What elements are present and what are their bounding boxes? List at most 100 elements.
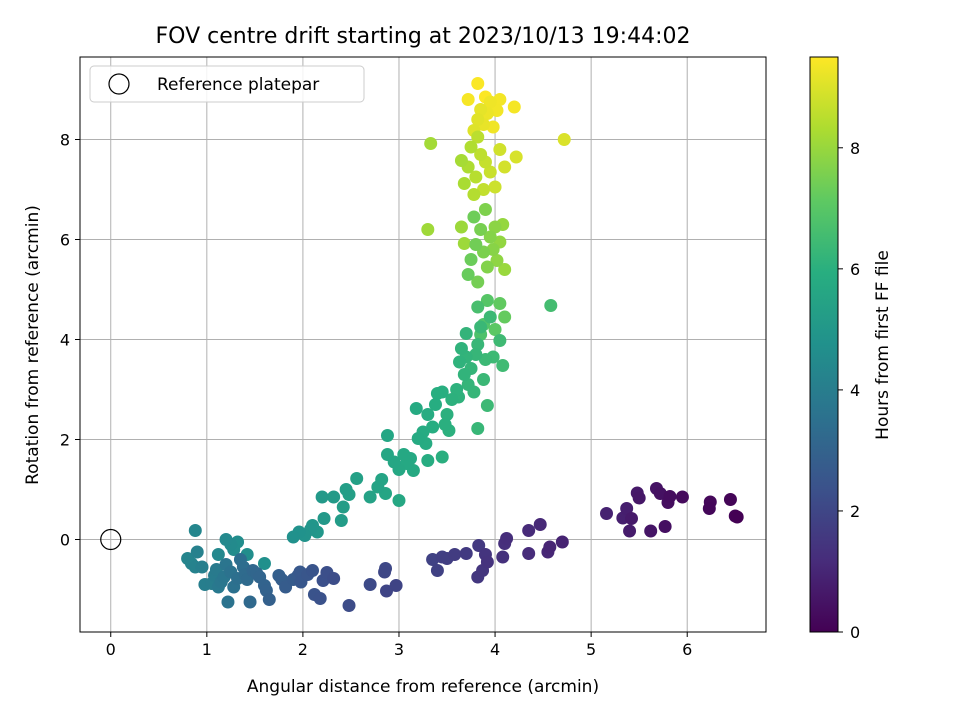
y-tick-label: 8 [60, 131, 70, 150]
data-point [469, 238, 483, 251]
data-point [557, 133, 571, 146]
data-point [454, 154, 468, 167]
data-point [480, 555, 494, 569]
data-point [221, 595, 235, 609]
x-axis-label: Angular distance from reference (arcmin) [247, 677, 599, 697]
x-tick-label: 0 [106, 640, 116, 659]
chart-title: FOV centre drift starting at 2023/10/13 … [156, 24, 691, 49]
x-tick-label: 6 [682, 640, 692, 659]
data-point [477, 183, 491, 196]
data-point [488, 180, 502, 194]
data-point [334, 514, 348, 527]
data-point [644, 524, 658, 538]
data-point [474, 320, 488, 334]
data-point [469, 170, 483, 184]
data-point [424, 137, 438, 150]
y-tick-label: 0 [60, 531, 70, 550]
data-point [543, 540, 557, 554]
data-points [100, 77, 744, 612]
data-point [454, 220, 468, 234]
data-point [496, 359, 510, 372]
data-point [428, 398, 442, 411]
data-point [471, 338, 485, 351]
data-point [471, 275, 485, 289]
x-tick-label: 3 [394, 640, 404, 659]
colorbar-tick-label: 2 [850, 502, 860, 521]
y-axis-ticks: 0 2 4 6 8 [60, 131, 80, 550]
legend-marker-reference [108, 73, 130, 95]
data-point [522, 547, 536, 560]
data-point [498, 160, 512, 174]
data-point [478, 203, 492, 216]
data-point [461, 378, 475, 391]
y-tick-label: 6 [60, 231, 70, 250]
colorbar: 0 2 4 6 8 Hours from first FF file [809, 56, 893, 642]
legend-box [89, 65, 365, 103]
data-point [483, 230, 497, 244]
data-point [211, 548, 225, 561]
data-point [392, 494, 406, 507]
data-point [483, 95, 497, 109]
data-point [195, 560, 209, 574]
data-point [317, 512, 331, 525]
data-point [336, 500, 350, 514]
data-point [445, 393, 459, 406]
data-point [389, 579, 403, 592]
y-tick-label: 4 [60, 331, 70, 350]
data-point [350, 472, 364, 485]
data-point [730, 510, 744, 524]
data-point [430, 564, 444, 577]
data-point [243, 595, 257, 609]
data-point [474, 103, 488, 116]
data-point [342, 599, 356, 612]
data-point [493, 334, 507, 347]
data-point [438, 418, 452, 431]
data-point [313, 592, 327, 605]
data-point [498, 263, 512, 276]
colorbar-tick-label: 8 [850, 139, 860, 158]
data-point [464, 140, 478, 154]
data-point [544, 299, 558, 312]
data-point [500, 532, 514, 545]
data-point [339, 483, 353, 496]
data-point [467, 210, 481, 224]
data-point [509, 150, 523, 164]
colorbar-label: Hours from first FF file [873, 250, 893, 440]
data-point [555, 535, 569, 549]
data-point [471, 113, 485, 126]
data-point [378, 565, 392, 579]
data-point [472, 539, 486, 552]
x-axis-ticks: 0 1 2 3 4 5 6 [106, 632, 692, 659]
data-point [286, 530, 300, 544]
data-point [471, 130, 485, 144]
data-point [600, 507, 614, 520]
data-point [440, 408, 454, 421]
reference-platepar-marker [100, 528, 122, 551]
data-point [658, 520, 672, 533]
data-point [421, 408, 435, 421]
plot-frame [79, 56, 767, 633]
data-point [702, 502, 716, 515]
data-point [190, 545, 204, 559]
data-point [493, 297, 507, 310]
legend-label-reference: Reference platepar [157, 75, 319, 95]
data-point [363, 578, 377, 591]
colorbar-tick-label: 6 [850, 260, 860, 279]
data-point [623, 524, 637, 538]
data-point [363, 490, 377, 504]
data-point [624, 512, 638, 525]
data-point [457, 237, 471, 250]
grid-lines [80, 57, 766, 632]
data-point [461, 268, 475, 281]
data-point [454, 342, 468, 355]
data-point [219, 533, 233, 546]
x-tick-label: 2 [298, 640, 308, 659]
colorbar-ticks: 0 2 4 6 8 [838, 139, 860, 642]
data-point [474, 223, 488, 236]
data-point [457, 177, 471, 190]
data-point [488, 323, 502, 336]
data-point [488, 220, 502, 234]
data-point [471, 422, 485, 435]
data-point [315, 490, 329, 504]
